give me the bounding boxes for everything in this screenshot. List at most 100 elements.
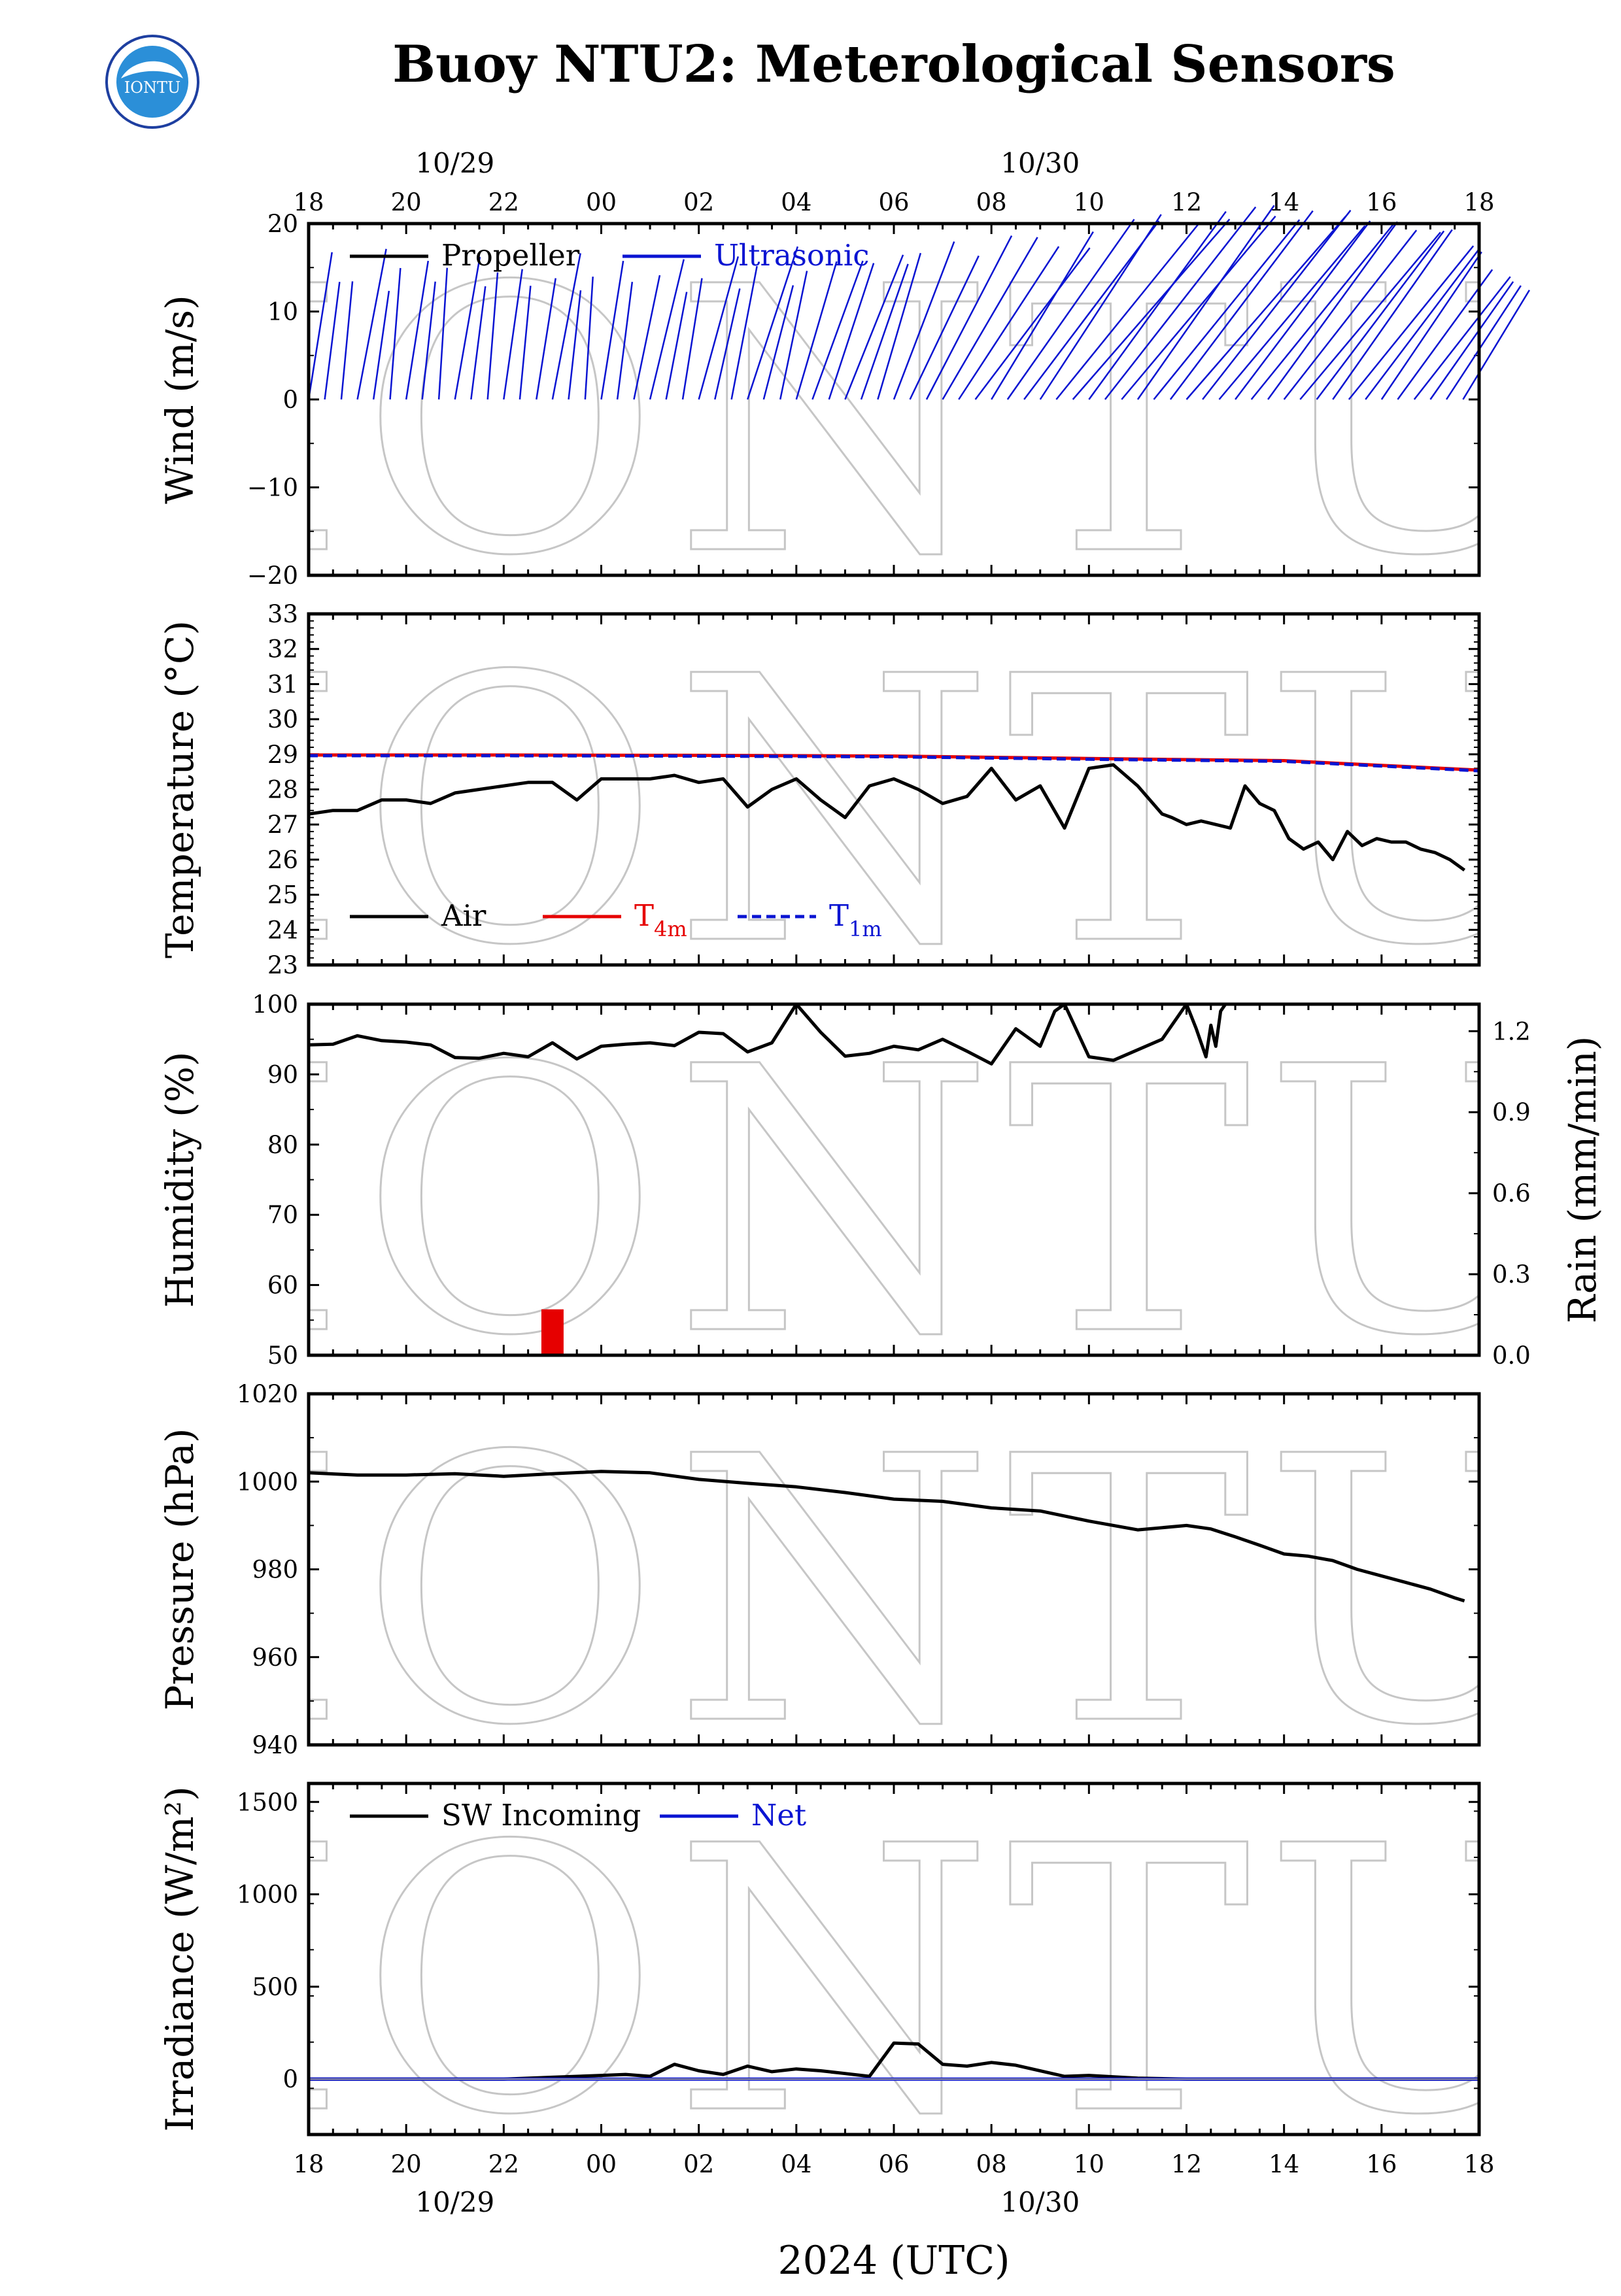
iontu-logo: IONTU bbox=[105, 35, 199, 129]
x-tick-label: 22 bbox=[488, 2150, 519, 2178]
y2-tick-label: 0.9 bbox=[1492, 1098, 1531, 1126]
wind-vector bbox=[389, 267, 401, 400]
wind-vector bbox=[779, 271, 808, 400]
x-tick-label: 10 bbox=[1074, 188, 1104, 216]
wind-vector bbox=[747, 246, 799, 400]
y2-tick-label: 0.0 bbox=[1492, 1342, 1531, 1370]
wind-vector bbox=[925, 235, 1013, 400]
x-tick-label: 06 bbox=[878, 2150, 909, 2178]
watermark-group-irradiance: IONTU bbox=[309, 1783, 1479, 2135]
wind-vector bbox=[437, 267, 449, 400]
wind-vector bbox=[795, 261, 838, 400]
y-axis-label-irradiance: Irradiance (W/m²) bbox=[158, 1786, 202, 2131]
legend-label: Propeller bbox=[441, 238, 580, 273]
panel-frame-pressure bbox=[307, 1392, 1481, 1747]
y-tick-label: 32 bbox=[267, 635, 298, 664]
y-tick-label: 23 bbox=[267, 951, 298, 979]
panel-frame-temperature bbox=[307, 612, 1481, 967]
series-line-t1m bbox=[309, 754, 1479, 773]
logo-text: IONTU bbox=[124, 78, 180, 97]
wind-vector bbox=[372, 290, 390, 400]
x-tick-label: 14 bbox=[1269, 188, 1299, 216]
wind-vector bbox=[1283, 229, 1418, 400]
wind-vector bbox=[1250, 222, 1395, 400]
wind-vector bbox=[1380, 251, 1482, 400]
y2-tick-label: 0.3 bbox=[1492, 1260, 1531, 1289]
y-tick-label: 100 bbox=[252, 990, 298, 1019]
wind-vector bbox=[551, 253, 581, 400]
y-tick-label: 31 bbox=[267, 670, 298, 698]
panel-frame-humidity_rain bbox=[307, 1002, 1481, 1357]
legend-subscript: 1m bbox=[849, 917, 882, 941]
y-tick-label: 26 bbox=[267, 846, 298, 874]
wind-vector bbox=[811, 260, 864, 400]
x-tick-label: 02 bbox=[683, 188, 714, 216]
x-date-label: 10/29 bbox=[415, 2186, 494, 2218]
watermark-group-pressure: IONTU bbox=[202, 1379, 1586, 1806]
watermark-text: IONTU bbox=[202, 1379, 1586, 1806]
y-axis-label-temperature: Temperature (°C) bbox=[158, 620, 202, 958]
wind-vector bbox=[421, 281, 436, 400]
series-group-pressure bbox=[309, 1470, 1465, 1603]
wind-vector bbox=[1462, 290, 1530, 400]
wind-vector bbox=[1235, 220, 1371, 400]
series-line-pressure bbox=[309, 1470, 1465, 1603]
wind-vector bbox=[909, 255, 980, 400]
series-line-humidity2 bbox=[1185, 1004, 1227, 1058]
y-tick-label: −10 bbox=[247, 474, 298, 502]
x-tick-label: 12 bbox=[1171, 2150, 1202, 2178]
wind-vector bbox=[991, 231, 1094, 400]
panel-frame-wind bbox=[307, 222, 1481, 577]
wind-vector bbox=[1072, 218, 1231, 400]
y2-tick-label: 1.2 bbox=[1492, 1017, 1531, 1045]
x-tick-label: 14 bbox=[1269, 2150, 1299, 2178]
wind-vector bbox=[568, 290, 582, 400]
x-date-label: 10/29 bbox=[415, 147, 494, 179]
y2-tick-label: 0.6 bbox=[1492, 1179, 1531, 1207]
wind-vector bbox=[714, 288, 741, 400]
wind-vector bbox=[844, 254, 904, 400]
series-group-wind bbox=[307, 205, 1530, 400]
wind-vector bbox=[1186, 215, 1347, 400]
y-tick-label: 28 bbox=[267, 776, 298, 804]
wind-vector bbox=[1136, 205, 1275, 400]
wind-vector bbox=[893, 241, 955, 400]
y-tick-label: 1000 bbox=[237, 1881, 298, 1909]
legend-subscript: 4m bbox=[654, 917, 687, 941]
y-axis-label-humidity_rain: Humidity (%) bbox=[158, 1051, 202, 1308]
wind-vector bbox=[470, 286, 486, 400]
wind-vector bbox=[454, 256, 481, 400]
wind-vector bbox=[1088, 211, 1227, 400]
legend-label: Net bbox=[751, 1798, 806, 1832]
logo-wave bbox=[121, 61, 183, 78]
wind-vector bbox=[1039, 214, 1162, 400]
watermark-group-temperature: IONTU bbox=[309, 614, 1479, 965]
x-tick-label: 10 bbox=[1074, 2150, 1104, 2178]
wind-vector bbox=[340, 281, 354, 400]
x-date-label: 10/30 bbox=[1000, 2186, 1080, 2218]
wind-vector bbox=[860, 263, 909, 400]
wind-vector bbox=[1006, 218, 1135, 400]
x-tick-label: 20 bbox=[391, 2150, 422, 2178]
wind-vector bbox=[730, 265, 758, 400]
wind-vector bbox=[942, 237, 1038, 400]
wind-vector bbox=[1365, 247, 1481, 400]
wind-vector bbox=[1332, 229, 1453, 400]
wind-vector bbox=[1397, 269, 1493, 400]
y-tick-label: 1020 bbox=[237, 1380, 298, 1408]
series-group-temperature bbox=[309, 753, 1479, 872]
wind-vector bbox=[405, 260, 430, 400]
y-tick-label: −20 bbox=[247, 562, 298, 590]
wind-vector bbox=[1267, 221, 1399, 400]
logo-disc bbox=[116, 46, 188, 118]
wind-vector bbox=[1023, 220, 1160, 400]
y-tick-label: 70 bbox=[267, 1201, 298, 1229]
x-tick-label: 12 bbox=[1171, 188, 1202, 216]
page-title: Buoy NTU2: Meterological Sensors bbox=[392, 35, 1395, 94]
